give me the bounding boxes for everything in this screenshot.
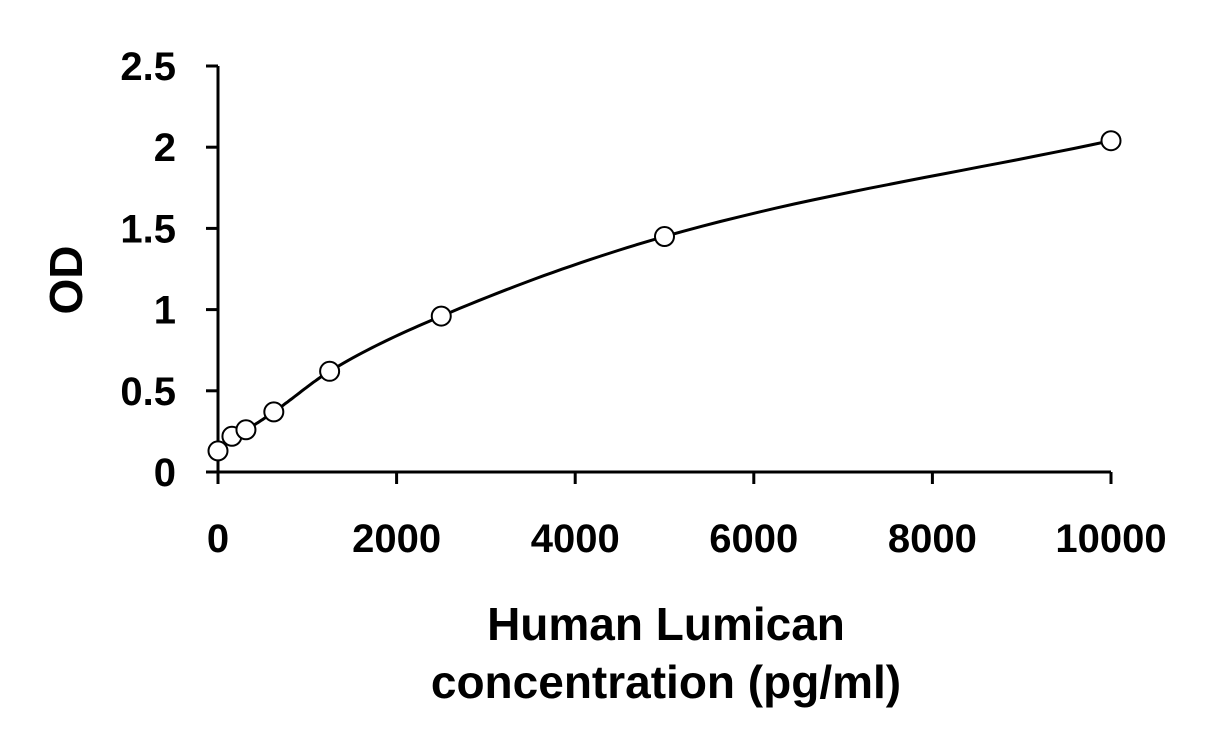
data-points [207, 130, 1122, 462]
x-tick-label: 6000 [709, 517, 798, 561]
x-tick-label: 0 [207, 517, 229, 561]
data-point [430, 305, 452, 327]
y-tick-label: 0 [154, 451, 176, 495]
data-point [319, 360, 341, 382]
data-point [207, 440, 229, 462]
data-point [654, 226, 675, 248]
data-point [1100, 130, 1122, 152]
x-axis-title-line-1: Human Lumican [487, 598, 845, 650]
y-tick-label: 1.5 [120, 207, 176, 251]
y-axis-title: OD [40, 246, 92, 315]
y-tick-label: 1 [154, 289, 176, 333]
x-tick-label: 4000 [531, 517, 620, 561]
x-tick-label: 10000 [1055, 517, 1166, 561]
x-axis-ticks: 0 2000 4000 6000 8000 10000 [207, 472, 1167, 561]
fit-curve [216, 139, 1112, 452]
y-axis-ticks: 0 0.5 1 1.5 2 2.5 [120, 45, 218, 495]
y-tick-label: 2 [154, 126, 176, 170]
data-point [263, 401, 285, 423]
x-tick-label: 8000 [888, 517, 977, 561]
x-axis-title-line-2: concentration (pg/ml) [431, 656, 901, 708]
plot-area: 0 0.5 1 1.5 2 2.5 0 2000 4000 6000 8000 10000 [120, 45, 1166, 561]
x-tick-label: 2000 [352, 517, 441, 561]
data-point [235, 419, 257, 441]
y-tick-label: 2.5 [120, 45, 176, 89]
y-tick-label: 0.5 [120, 370, 176, 414]
